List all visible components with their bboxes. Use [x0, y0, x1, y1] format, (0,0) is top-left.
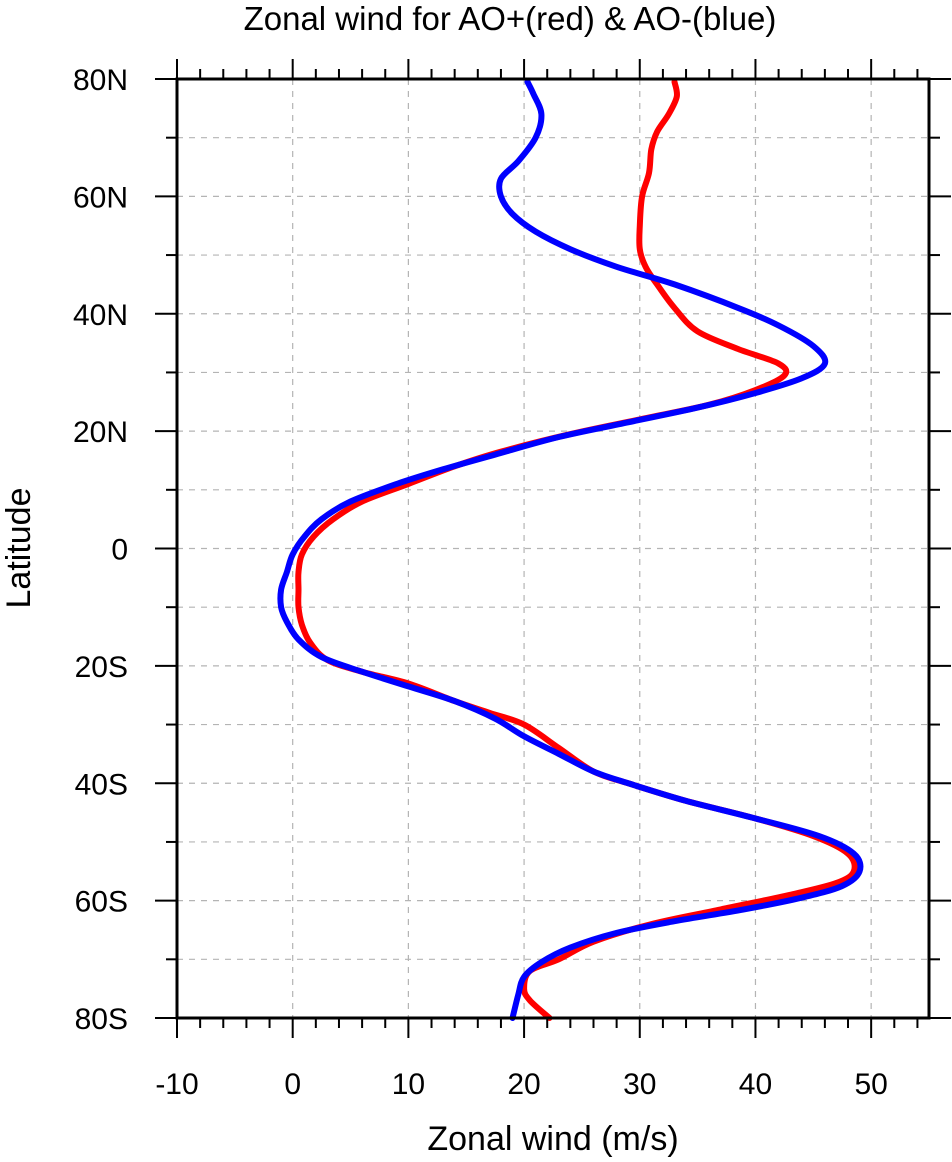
x-tick-label: 10	[392, 1068, 425, 1101]
y-axis-label: Latitude	[0, 488, 38, 609]
series-line-2	[277, 78, 864, 1021]
y-tick-label: 80N	[73, 64, 128, 97]
series-line-1	[295, 78, 858, 1021]
x-tick-labels: -10 0 10 20 30 40 50	[155, 1068, 888, 1101]
x-tick-label: -10	[155, 1068, 198, 1101]
data-series	[277, 78, 864, 1021]
axis-ticks	[155, 59, 951, 1038]
x-tick-label: 30	[623, 1068, 656, 1101]
y-tick-label: 60N	[73, 181, 128, 214]
x-tick-label: 40	[739, 1068, 772, 1101]
y-tick-label: 20S	[75, 651, 128, 684]
chart-title: Zonal wind for AO+(red) & AO-(blue)	[244, 0, 777, 37]
x-tick-label: 20	[507, 1068, 540, 1101]
x-tick-label: 0	[284, 1068, 301, 1101]
y-tick-labels: 80S 60S 40S 20S 0 20N 40N 60N 80N	[73, 64, 128, 1036]
y-tick-label: 40S	[75, 768, 128, 801]
y-tick-label: 20N	[73, 416, 128, 449]
x-tick-label: 50	[854, 1068, 887, 1101]
x-axis-label: Zonal wind (m/s)	[427, 1120, 678, 1158]
grid-lines	[177, 79, 929, 1018]
y-tick-label: 60S	[75, 886, 128, 919]
y-tick-label: 40N	[73, 299, 128, 332]
y-tick-label: 0	[111, 534, 128, 567]
y-tick-label: 80S	[75, 1003, 128, 1036]
